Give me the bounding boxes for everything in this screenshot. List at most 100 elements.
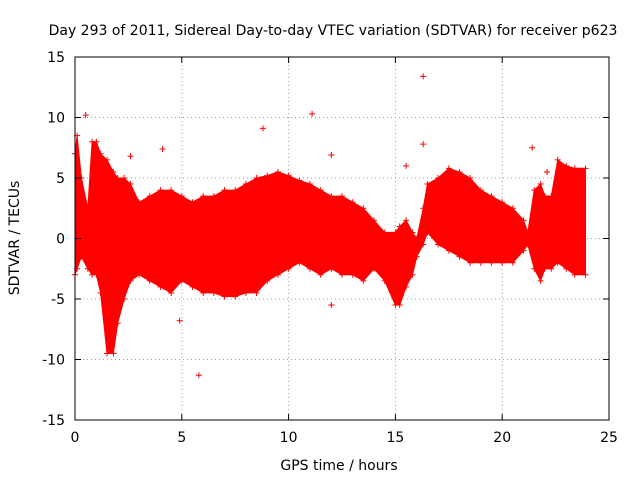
y-tick-label: 10 [47,111,65,127]
error-bar-cap [157,187,164,194]
error-bar-cap [548,193,555,200]
error-bar-cap [541,193,548,200]
x-tick-label: 15 [386,430,404,446]
y-tick-label: -10 [42,353,65,369]
error-bar-cap [413,235,420,242]
error-bar-cap [104,156,111,163]
error-bar-cap [296,259,303,266]
error-bar-cap [274,168,281,175]
error-bar-cap [371,217,378,224]
error-bar-cap [524,229,531,236]
outlier-point [82,112,89,119]
error-bar-cap [554,259,561,266]
error-bar-cap [456,168,463,175]
error-bar-cap [210,289,217,296]
error-bar-cap [467,259,474,266]
error-bar-cap [445,165,452,172]
error-bar-cap [110,350,117,357]
outlier-point [127,153,134,160]
error-bar-cap [571,165,578,172]
error-bar-cap [168,289,175,296]
error-bar-cap [253,289,260,296]
error-bar-cap [296,177,303,184]
x-tick-label: 20 [493,430,511,446]
x-axis-label: GPS time / hours [280,458,397,474]
chart-title: Day 293 of 2011, Sidereal Day-to-day VTE… [49,23,618,39]
outlier-point [195,372,202,379]
error-bar-cap [189,283,196,290]
error-bar-cap [178,193,185,200]
error-bar-cap [563,265,570,272]
y-tick-label: -15 [42,413,65,429]
error-bar-cap [392,229,399,236]
outlier-point [176,317,183,324]
error-bar-cap [127,277,134,284]
error-bar-cap [477,259,484,266]
error-bar-cap [381,277,388,284]
error-bar-cap [339,271,345,278]
x-tick-label: 25 [600,430,618,446]
error-bar-cap [317,271,324,278]
error-bar-cap [477,187,484,194]
error-bar-cap [420,205,427,212]
error-bar-cap [253,175,260,181]
error-bar-cap [189,199,196,206]
error-bar-cap [409,271,416,278]
error-bar-cap [409,229,416,236]
error-bar-cap [114,320,121,327]
error-bar-cap [541,265,548,272]
error-bar-cap [563,162,570,169]
error-bar-cap [509,205,516,212]
error-bar-cap [360,205,367,212]
error-bar-cap [78,253,85,260]
outlier-point [259,125,266,132]
error-bar-cap [435,175,442,181]
error-bar-cap [146,193,153,200]
error-bar-cap [274,271,281,278]
error-bar-cap [178,277,185,284]
error-bar-cap [264,277,271,284]
error-bar-cap [582,271,589,278]
outlier-point [529,144,536,151]
y-tick-label: 5 [56,171,65,187]
error-bar-cap [200,289,207,296]
error-bar-cap [210,193,217,200]
error-bar-cap [360,277,367,284]
error-bar-cap [467,175,474,181]
error-bar-cap [97,150,104,157]
x-tick-label: 5 [177,430,186,446]
error-bar-cap [97,289,104,296]
error-bar-cap [328,265,335,272]
error-bar-cap [531,187,538,194]
error-bar-cap [445,247,452,254]
error-bar-cap [524,241,531,248]
error-bar-cap [121,296,128,302]
error-bar-cap [520,217,527,224]
outlier-point [420,141,427,148]
error-bar-cap [285,172,292,179]
error-bar-cap [456,253,463,260]
error-bar-cap [435,241,442,248]
error-bar-cap [121,175,128,181]
error-bar-cap [232,293,239,300]
error-bar-cap [403,217,410,224]
error-bar-cap [349,271,356,278]
error-bar-cap [242,289,249,296]
axis-layer: 0 5 10 15 20 25 -15 -10 -5 0 5 10 15 [42,50,618,446]
error-bar-cap [396,223,403,230]
error-bar-cap [157,283,164,290]
error-bar-cap [488,193,495,200]
error-bar-cap [381,229,388,236]
error-bar-cap [93,271,100,278]
error-bar-cap [110,168,117,175]
error-bar-cap [232,187,239,194]
error-bar-cap [84,265,91,272]
error-bar-cap [242,181,249,188]
error-bar-cap [571,271,578,278]
error-bar-cap [554,156,561,163]
error-bar-cap [221,293,228,300]
error-bar-cap [420,241,427,248]
error-bar-cap [84,205,91,212]
y-axis-label: SDTVAR / TECUs [7,181,23,296]
